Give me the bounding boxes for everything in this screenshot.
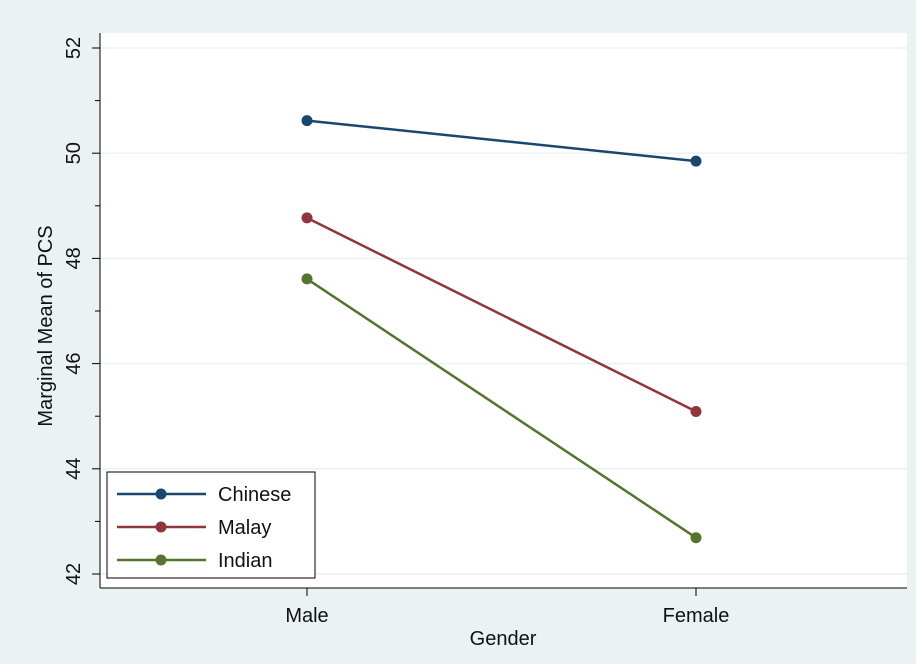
data-point (301, 212, 313, 224)
series-line (306, 119, 697, 163)
legend-marker (155, 488, 167, 500)
y-tick-label: 42 (63, 563, 85, 585)
legend-label: Indian (218, 550, 273, 572)
series-indian (301, 273, 702, 544)
legend-label: Malay (218, 517, 271, 539)
y-axis-label: Marginal Mean of PCS (35, 225, 57, 426)
series-chinese (301, 115, 702, 167)
y-tick-label: 50 (63, 142, 85, 164)
data-point (690, 405, 702, 417)
y-tick-label: 52 (63, 37, 85, 59)
legend-item: Malay (117, 517, 271, 539)
series-line (306, 216, 697, 413)
data-point (690, 532, 702, 544)
legend-label: Chinese (218, 484, 291, 506)
data-point (690, 155, 702, 167)
legend-item: Chinese (117, 484, 291, 506)
x-tick-label: Female (663, 605, 730, 627)
y-tick-label: 48 (63, 247, 85, 269)
series-malay (301, 212, 702, 417)
legend-marker (155, 521, 167, 533)
data-point (301, 115, 313, 127)
x-axis-label: Gender (470, 628, 537, 650)
y-tick-label: 46 (63, 352, 85, 374)
data-point (301, 273, 313, 285)
series-line (306, 277, 697, 539)
legend: Chinese Malay Indian (106, 471, 316, 579)
x-tick-label: Male (285, 605, 328, 627)
legend-marker (155, 554, 167, 566)
series-lines (301, 115, 702, 544)
legend-item: Indian (117, 550, 273, 572)
y-tick-label: 44 (63, 458, 85, 480)
axes: 42 44 46 48 50 52 Male Female (63, 33, 907, 627)
